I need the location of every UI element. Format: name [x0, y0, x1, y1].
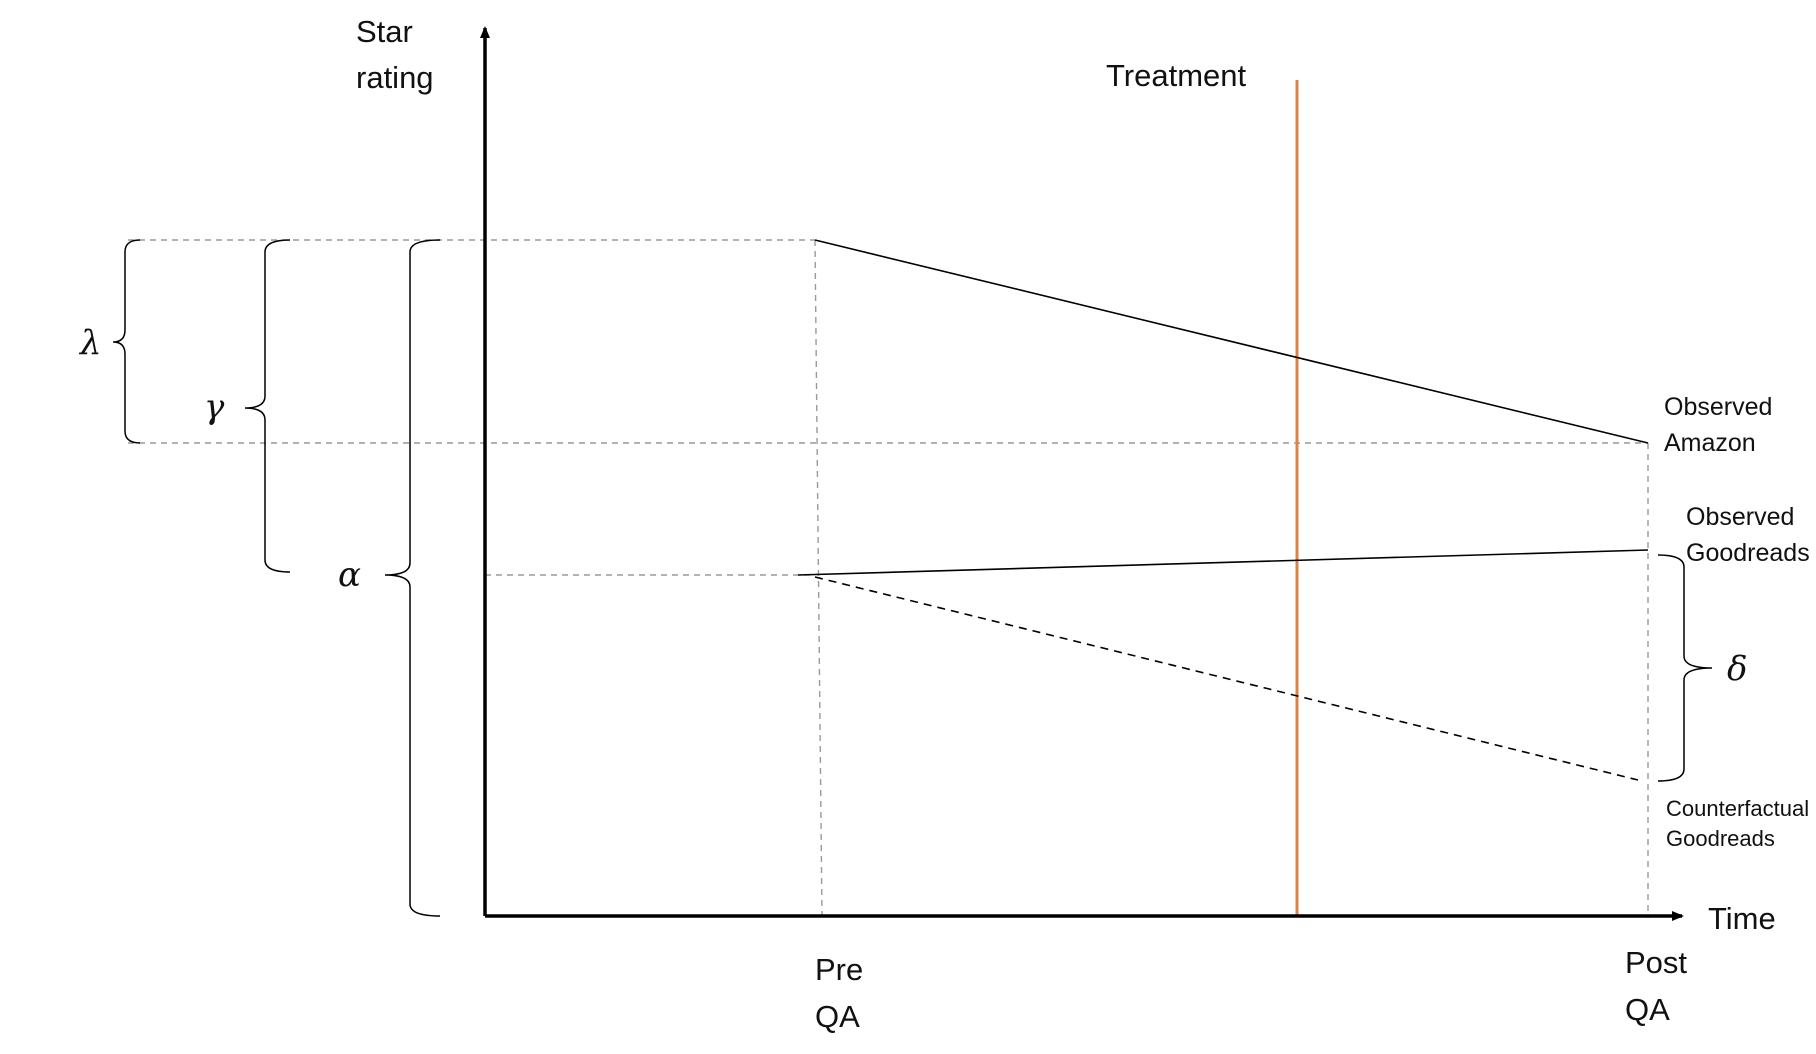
- post-qa-label-line1: Post: [1625, 945, 1687, 980]
- post-qa-label-line2: QA: [1625, 992, 1670, 1027]
- lambda-label: λ: [78, 323, 102, 363]
- observed-amazon-label-line1: Observed: [1664, 393, 1772, 421]
- delta-label: δ: [1727, 649, 1747, 689]
- lambda-brace: [112, 239, 141, 444]
- pre-qa-label-line1: Pre: [815, 952, 863, 987]
- alpha-brace: [384, 239, 441, 917]
- treatment-label: Treatment: [1106, 58, 1247, 93]
- guide-pre-vertical: [814, 239, 823, 919]
- gamma-brace: [244, 239, 291, 573]
- y-axis-label-line1: Star: [356, 14, 413, 49]
- braces: [112, 239, 1713, 917]
- counterfactual-goodreads-label-line2: Goodreads: [1666, 826, 1775, 851]
- x-axis-label: Time: [1708, 901, 1776, 936]
- pre-qa-label-line2: QA: [815, 999, 860, 1034]
- observed-goodreads-label-line2: Goodreads: [1686, 539, 1810, 567]
- guide-lines: [128, 239, 1649, 919]
- gamma-label: γ: [204, 387, 225, 427]
- y-axis-label-line2: rating: [356, 60, 434, 95]
- alpha-label: α: [338, 555, 361, 595]
- observed-goodreads-line: [797, 549, 1649, 576]
- observed-amazon-line: [814, 239, 1649, 444]
- counterfactual-goodreads-line: [814, 576, 1639, 781]
- observed-amazon-label-line2: Amazon: [1664, 429, 1756, 457]
- counterfactual-goodreads-label-line1: Counterfactual: [1666, 796, 1809, 821]
- observed-goodreads-label-line1: Observed: [1686, 503, 1794, 531]
- delta-brace: [1657, 554, 1713, 782]
